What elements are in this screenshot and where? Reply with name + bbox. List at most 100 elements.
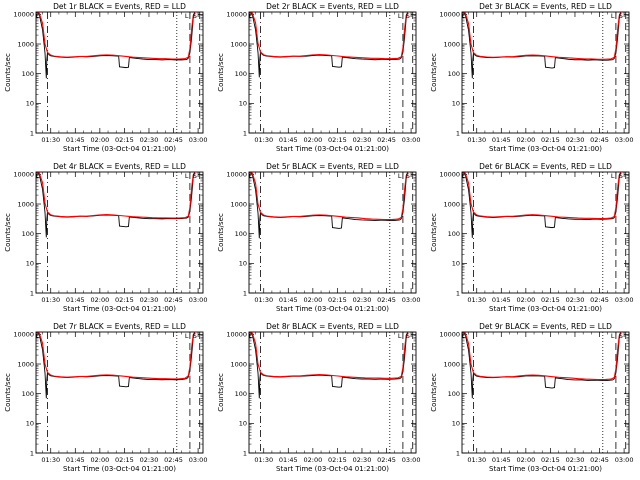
x-tick-label: 03:00 [615,296,634,304]
lld-series-line [249,12,409,60]
x-tick-label: 02:00 [303,136,322,144]
x-tick-label: 01:45 [279,136,298,144]
x-tick-label: 01:45 [66,136,85,144]
events-series-line [462,332,622,399]
panel-title: Det 4r BLACK = Events, RED = LLD [53,162,186,171]
x-tick-label: 02:45 [164,136,183,144]
y-tick-label: 10000 [13,171,34,179]
panel-title: Det 3r BLACK = Events, RED = LLD [479,2,612,11]
corner-label: L [185,332,189,340]
y-tick-label: 10 [26,100,34,108]
detector-panel-3: Det 3r BLACK = Events, RED = LLD 1 10 100 10… [426,0,639,160]
panel-title: Det 7r BLACK = Events, RED = LLD [53,322,186,331]
y-tick-label: 10000 [439,171,460,179]
y-tick-label: 1 [456,129,460,137]
x-tick-label: 02:00 [303,456,322,464]
x-tick-label: 01:45 [279,296,298,304]
x-tick-label: 01:30 [254,136,273,144]
x-tick-label: 02:15 [115,456,134,464]
corner-label: L [249,12,253,20]
x-tick-label: 02:00 [516,456,535,464]
panel-plot: Det 1r BLACK = Events, RED = LLD 1 10 100 10… [4,2,208,153]
panel-title: Det 6r BLACK = Events, RED = LLD [479,162,612,171]
plot-area [249,12,414,133]
corner-label: S [193,12,197,20]
corner-label: L [185,172,189,180]
corner-label: L [249,332,253,340]
corner-label: L [185,12,189,20]
x-tick-label: 02:30 [140,136,159,144]
x-tick-label: 02:15 [328,136,347,144]
panel-plot: Det 9r BLACK = Events, RED = LLD 1 10 100 10… [430,322,633,473]
plot-frame [248,331,417,454]
x-tick-label: 03:00 [402,456,421,464]
x-tick-label: 02:00 [516,136,535,144]
corner-label: L [462,332,466,340]
x-axis-label: Start Time (03-Oct-04 01:21:00) [276,305,389,313]
events-series-line [36,12,196,79]
events-series-line [36,332,196,399]
events-series-line [249,12,409,78]
lld-series-line [36,172,196,219]
lld-series-line [462,172,622,220]
panel-title: Det 9r BLACK = Events, RED = LLD [479,322,612,331]
panel-plot: Det 4r BLACK = Events, RED = LLD 1 10 100 10… [4,162,207,313]
y-tick-label: 1 [30,129,34,137]
detector-panel-9: Det 9r BLACK = Events, RED = LLD 1 10 100 10… [426,320,639,480]
x-tick-label: 02:30 [353,136,372,144]
corner-label: L [36,12,40,20]
x-tick-label: 02:15 [115,296,134,304]
y-tick-label: 10000 [439,11,460,19]
x-tick-label: 02:00 [516,296,535,304]
x-tick-label: 02:45 [377,296,396,304]
corner-label: L [611,332,615,340]
corner-label: L [462,12,466,20]
x-tick-label: 02:30 [566,296,585,304]
x-axis-label: Start Time (03-Oct-04 01:21:00) [489,465,602,473]
detector-panel-6: Det 6r BLACK = Events, RED = LLD 1 10 100 10… [426,160,639,320]
y-tick-label: 100 [22,390,34,398]
plot-frame [35,331,204,454]
x-tick-label: 01:30 [467,296,486,304]
plot-area [249,332,414,453]
x-axis-label: Start Time (03-Oct-04 01:21:00) [276,465,389,473]
plot-frame [35,11,204,134]
y-tick-label: 100 [235,230,247,238]
x-tick-label: 02:45 [377,456,396,464]
x-tick-label: 02:15 [541,296,560,304]
y-tick-label: 10 [26,420,34,428]
y-tick-label: 1 [243,449,247,457]
panel-plot: Det 3r BLACK = Events, RED = LLD 1 10 100 10… [430,2,633,153]
x-tick-label: 02:45 [590,456,609,464]
y-axis-label: Counts/sec [217,373,225,412]
y-tick-label: 1000 [443,40,460,48]
y-axis-label: Counts/sec [217,213,225,252]
y-tick-label: 1 [243,289,247,297]
y-tick-label: 10000 [226,11,247,19]
x-tick-label: 02:30 [566,136,585,144]
y-tick-label: 10000 [13,331,34,339]
x-tick-label: 01:30 [467,136,486,144]
x-tick-label: 03:00 [189,136,208,144]
plot-area [462,332,627,453]
y-axis-label: Counts/sec [430,53,438,92]
x-tick-label: 01:45 [492,456,511,464]
y-tick-label: 10 [452,260,460,268]
y-axis-label: Counts/sec [4,373,12,412]
plot-frame [461,171,630,294]
lld-series-line [249,332,409,379]
plot-area [249,172,414,293]
x-tick-label: 02:00 [90,296,109,304]
x-tick-label: 02:30 [566,456,585,464]
plot-frame [35,171,204,294]
corner-label: L [36,332,40,340]
panel-plot: Det 5r BLACK = Events, RED = LLD 1 10 100 10… [217,162,420,313]
panel-plot: Det 8r BLACK = Events, RED = LLD 1 10 100 10… [217,322,421,473]
y-tick-label: 10000 [226,171,247,179]
plot-area [36,172,201,293]
corner-label: S [193,332,197,340]
detector-panel-7: Det 7r BLACK = Events, RED = LLD 1 10 100 10… [0,320,213,480]
y-tick-label: 1 [243,129,247,137]
x-tick-label: 02:30 [353,296,372,304]
y-tick-label: 10 [239,420,247,428]
